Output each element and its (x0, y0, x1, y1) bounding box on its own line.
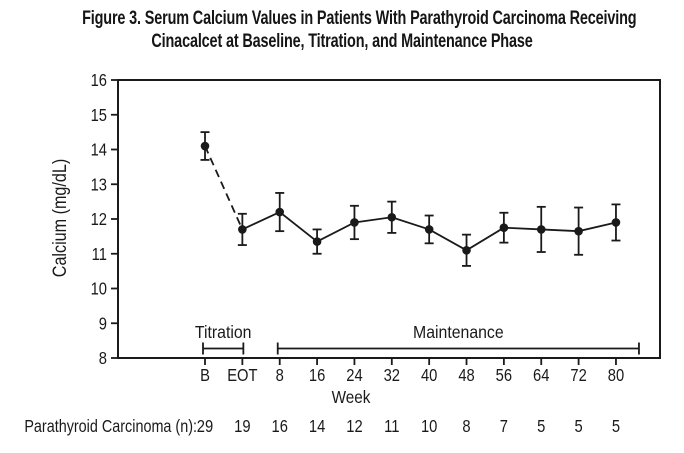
figure-title-line2: Cinacalcet at Baseline, Titration, and M… (151, 31, 533, 52)
n-row-value: 14 (309, 417, 325, 437)
y-tick-label: 14 (91, 140, 107, 160)
x-tick-label: 24 (346, 366, 362, 386)
x-axis-title: Week (332, 387, 371, 407)
n-row-value: 8 (462, 417, 470, 437)
figure-title-line1: Figure 3. Serum Calcium Values in Patien… (82, 8, 637, 29)
n-row-value: 19 (234, 417, 250, 437)
data-point (200, 141, 210, 151)
data-point (424, 225, 434, 234)
y-tick-label: 13 (91, 175, 107, 195)
y-axis-title: Calcium (mg/dL) (49, 159, 71, 277)
data-point (536, 225, 546, 234)
n-row-value: 5 (574, 417, 582, 437)
series-line-dashed (204, 145, 244, 230)
n-row-value: 29 (197, 417, 213, 437)
data-point (499, 223, 509, 232)
n-row-value: 12 (346, 417, 362, 437)
x-tick-label: 40 (421, 366, 437, 386)
x-tick-label: EOT (227, 366, 257, 386)
y-tick-label: 8 (99, 349, 107, 369)
x-tick-label: B (200, 366, 210, 386)
y-tick-label: 11 (92, 244, 107, 264)
data-point (350, 218, 359, 227)
data-point (275, 207, 285, 217)
x-tick-label: 32 (384, 366, 400, 386)
phase-label: Maintenance (413, 322, 504, 342)
y-tick-label: 12 (91, 210, 107, 230)
x-tick-label: 80 (608, 366, 624, 386)
x-tick-label: 64 (533, 366, 549, 386)
x-tick-label: 16 (309, 366, 325, 386)
n-row-value: 5 (537, 417, 545, 437)
n-row-value: 7 (500, 417, 508, 437)
x-tick-label: 8 (276, 366, 284, 386)
y-tick-label: 15 (91, 105, 107, 125)
phase-label: Titration (195, 322, 252, 342)
x-tick-label: 72 (570, 366, 586, 386)
n-row-value: 10 (421, 417, 437, 437)
n-row-value: 5 (612, 417, 620, 437)
x-tick-label: 48 (458, 366, 474, 386)
figure-title: Figure 3. Serum Calcium Values in Patien… (82, 7, 637, 53)
data-point (312, 237, 322, 246)
n-row-value: 16 (272, 417, 288, 437)
data-point (611, 218, 621, 227)
data-point (238, 225, 247, 234)
n-row-value: 11 (384, 417, 399, 437)
y-tick-label: 10 (91, 279, 107, 299)
data-point (387, 212, 397, 222)
y-tick-label: 16 (91, 71, 107, 91)
x-tick-label: 56 (496, 366, 512, 386)
data-point (462, 245, 471, 255)
n-row-label: Parathyroid Carcinoma (n): (24, 417, 197, 437)
data-point (574, 226, 583, 236)
y-tick-label: 9 (99, 314, 107, 334)
